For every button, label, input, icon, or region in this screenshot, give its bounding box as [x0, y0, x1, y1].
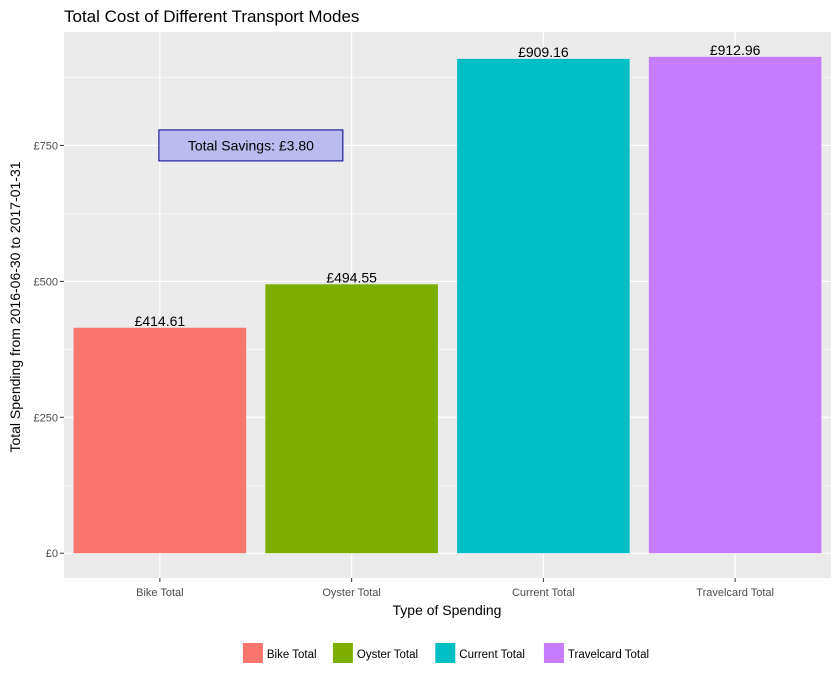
y-axis-title: Total Spending from 2016-06-30 to 2017-0…: [7, 161, 23, 452]
y-axis: £0 £250 £500 £750: [34, 140, 64, 560]
bar: [648, 56, 822, 554]
data-labels: £414.61 £494.55 £909.16 £912.96: [135, 42, 761, 329]
legend-label: Travelcard Total: [568, 649, 649, 661]
y-tick-label: £0: [46, 548, 58, 560]
legend-key: [435, 643, 456, 663]
legend-label: Current Total: [459, 649, 525, 661]
legend-label: Bike Total: [267, 649, 317, 661]
bar-value-label: £909.16: [518, 44, 569, 60]
annotation-text: Total Savings: £3.80: [188, 137, 314, 153]
y-tick-label: £250: [34, 412, 58, 424]
bar-value-label: £494.55: [326, 269, 377, 285]
x-tick-label: Bike Total: [136, 587, 184, 599]
bars: [73, 56, 822, 554]
x-tick-label: Travelcard Total: [696, 587, 774, 599]
legend-item: Travelcard Total: [543, 643, 649, 663]
bar: [265, 284, 438, 554]
legend-key: [543, 643, 564, 663]
bar-value-label: £912.96: [710, 42, 761, 58]
legend-label: Oyster Total: [357, 649, 418, 661]
legend: Bike Total Oyster Total Current Total Trave…: [242, 643, 649, 663]
y-tick-label: £750: [34, 140, 58, 152]
bar: [73, 327, 247, 554]
bar-value-label: £414.61: [135, 313, 186, 329]
x-tick-label: Current Total: [512, 587, 575, 599]
annotation: Total Savings: £3.80: [158, 129, 344, 162]
y-tick-label: £500: [34, 276, 58, 288]
x-axis: Bike Total Oyster Total Current Total Trave…: [136, 578, 774, 599]
bar: [457, 58, 630, 554]
legend-key: [242, 643, 263, 663]
x-axis-title: Type of Spending: [393, 602, 502, 618]
legend-item: Current Total: [435, 643, 525, 663]
annotation-box: [158, 129, 344, 162]
legend-item: Oyster Total: [332, 643, 418, 663]
chart-title: Total Cost of Different Transport Modes: [64, 7, 359, 26]
legend-key: [332, 643, 353, 663]
legend-item: Bike Total: [242, 643, 317, 663]
x-tick-label: Oyster Total: [322, 587, 381, 599]
